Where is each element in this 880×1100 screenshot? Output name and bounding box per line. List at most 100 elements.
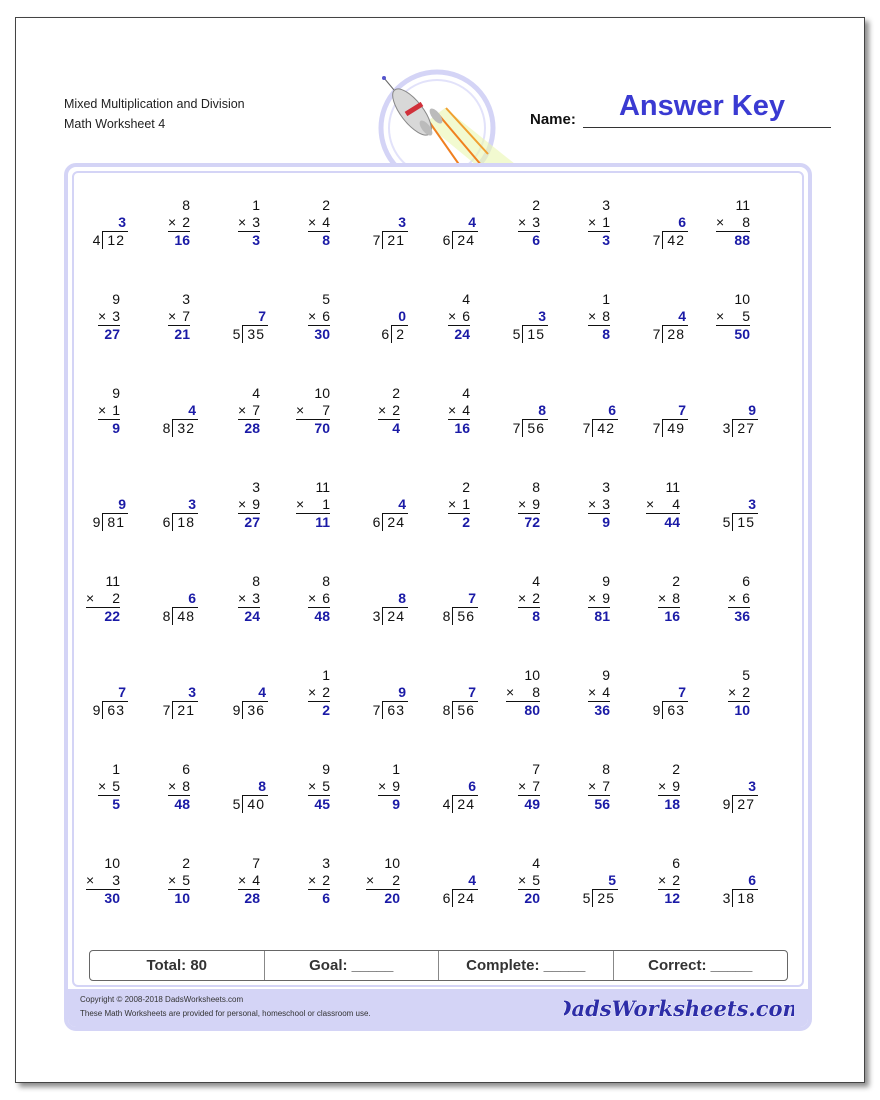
division-problem: 6 4 24	[408, 847, 478, 907]
times-symbol: ×	[168, 872, 177, 888]
multiplicand: 1	[112, 761, 120, 777]
dividend: 63	[102, 701, 128, 719]
multiplicand: 10	[734, 291, 750, 307]
division-bracket: 4 36	[242, 684, 268, 719]
division-problem: 4 6 24	[408, 753, 478, 813]
dividend: 40	[242, 795, 268, 813]
dividend: 63	[382, 701, 408, 719]
multiplier-row: × 4	[448, 402, 470, 420]
dividend: 21	[172, 701, 198, 719]
multiplicand: 6	[742, 573, 750, 589]
multiplication-problem: 5 × 6 30	[260, 283, 330, 343]
multiplication-problem: 1 × 3 3	[190, 189, 260, 249]
multiplicand: 2	[392, 385, 400, 401]
times-symbol: ×	[646, 496, 655, 512]
divisor: 7	[372, 232, 381, 248]
divisor: 8	[442, 608, 451, 624]
answer: 3	[748, 778, 756, 794]
divisor: 3	[722, 890, 731, 906]
dividend: 25	[592, 889, 618, 907]
multiplier: 9	[532, 496, 540, 512]
multiplicand: 3	[322, 855, 330, 871]
multiplier-row: × 2	[168, 214, 190, 232]
multiplication-stack: 10 × 5 50	[716, 291, 750, 343]
answer: 80	[524, 702, 540, 718]
multiplication-stack: 2 × 1 2	[448, 479, 470, 531]
answer: 3	[252, 232, 260, 248]
multiplicand: 2	[182, 855, 190, 871]
multiplier: 7	[252, 402, 260, 418]
long-division: 7 3 21	[163, 684, 198, 719]
division-bracket: 3 18	[172, 496, 198, 531]
times-symbol: ×	[588, 590, 597, 606]
goal-field[interactable]: Goal: _____	[265, 951, 439, 980]
multiplicand: 9	[602, 573, 610, 589]
answer: 10	[734, 702, 750, 718]
multiplication-problem: 8 × 9 72	[470, 471, 540, 531]
long-division: 7 3 21	[373, 214, 408, 249]
times-symbol: ×	[506, 684, 515, 700]
long-division: 9 7 63	[653, 684, 688, 719]
multiplication-stack: 5 × 6 30	[308, 291, 330, 343]
dividend: 24	[382, 607, 408, 625]
multiplier-row: × 5	[518, 872, 540, 890]
answer: 22	[104, 608, 120, 624]
answer: 16	[454, 420, 470, 436]
svg-text:DadsWorksheets.com: DadsWorksheets.com	[564, 996, 794, 1021]
times-symbol: ×	[308, 872, 317, 888]
divisor: 5	[232, 326, 241, 342]
multiplier-row: × 7	[238, 402, 260, 420]
answer: 7	[678, 684, 686, 700]
multiplication-problem: 9 × 1 9	[50, 377, 120, 437]
answer: 8	[538, 402, 546, 418]
multiplicand: 5	[742, 667, 750, 683]
division-bracket: 9 63	[382, 684, 408, 719]
multiplier: 2	[742, 684, 750, 700]
complete-field[interactable]: Complete: _____	[439, 951, 614, 980]
multiplier-row: × 3	[238, 590, 260, 608]
multiplicand: 2	[672, 573, 680, 589]
multiplication-stack: 8 × 2 16	[168, 197, 190, 249]
multiplier-row: × 9	[378, 778, 400, 796]
times-symbol: ×	[716, 308, 725, 324]
dividend: 81	[102, 513, 128, 531]
worksheet-subtitle: Math Worksheet 4	[64, 117, 166, 131]
answer: 7	[258, 308, 266, 324]
times-symbol: ×	[308, 590, 317, 606]
correct-field[interactable]: Correct: _____	[648, 957, 753, 974]
multiplicand: 6	[182, 761, 190, 777]
division-problem: 3 6 18	[688, 847, 758, 907]
answer: 9	[112, 420, 120, 436]
divisor: 7	[652, 326, 661, 342]
answer: 20	[524, 890, 540, 906]
multiplication-problem: 10 × 2 20	[330, 847, 400, 907]
multiplication-stack: 10 × 3 30	[86, 855, 120, 907]
dividend: 24	[452, 231, 478, 249]
multiplicand: 9	[112, 291, 120, 307]
times-symbol: ×	[658, 872, 667, 888]
multiplication-problem: 11 × 2 22	[50, 565, 120, 625]
multiplication-stack: 9 × 4 36	[588, 667, 610, 719]
multiplier: 1	[112, 402, 120, 418]
dividend: 35	[242, 325, 268, 343]
multiplier-row: × 2	[728, 684, 750, 702]
times-symbol: ×	[98, 308, 107, 324]
multiplier: 3	[112, 872, 120, 888]
multiplication-stack: 4 × 4 16	[448, 385, 470, 437]
multiplier: 3	[252, 214, 260, 230]
divisor: 7	[372, 702, 381, 718]
multiplier-row: × 8	[716, 214, 750, 232]
multiplication-problem: 6 × 8 48	[120, 753, 190, 813]
name-field[interactable]	[583, 127, 831, 128]
times-symbol: ×	[588, 496, 597, 512]
times-symbol: ×	[366, 872, 375, 888]
multiplier-row: × 7	[168, 308, 190, 326]
answer: 11	[315, 514, 330, 530]
multiplier: 8	[182, 778, 190, 794]
multiplication-problem: 8 × 7 56	[540, 753, 610, 813]
multiplication-stack: 4 × 7 28	[238, 385, 260, 437]
multiplier: 3	[532, 214, 540, 230]
division-bracket: 7 63	[102, 684, 128, 719]
answer: 3	[118, 214, 126, 230]
